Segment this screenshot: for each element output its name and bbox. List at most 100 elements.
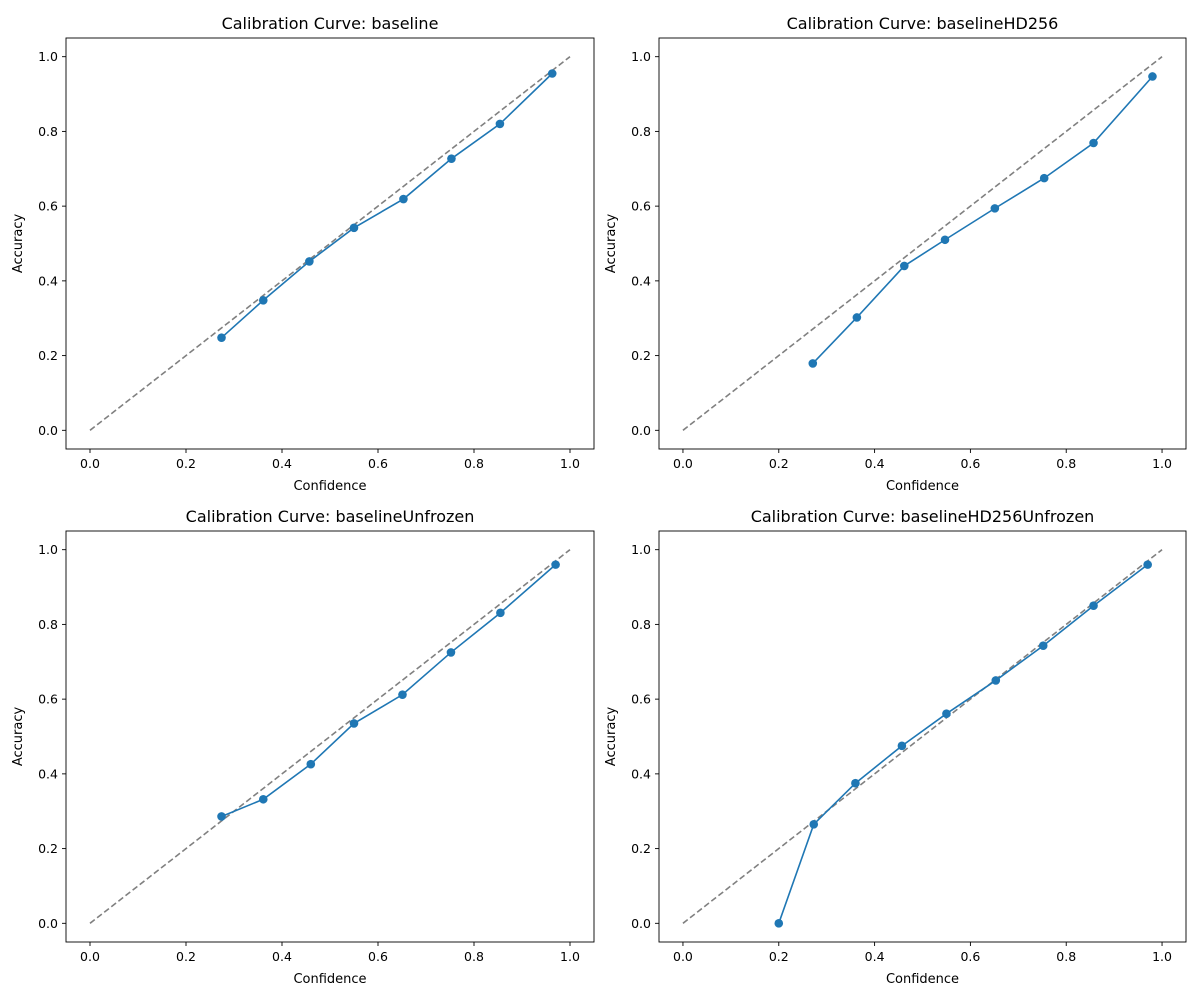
- y-axis-label: Accuracy: [604, 214, 619, 274]
- y-tick-label: 0.2: [631, 841, 651, 856]
- y-tick-label: 0.6: [38, 692, 58, 707]
- subplot-3: Calibration Curve: baselineUnfrozen 0.0 0.…: [11, 507, 595, 987]
- axes-frame: [658, 37, 1187, 450]
- y-tick-label: 0.4: [38, 766, 58, 781]
- x-tick-label: 0.8: [464, 949, 484, 964]
- y-tick-label: 0.0: [631, 916, 651, 931]
- y-tick-label: 0.8: [38, 617, 58, 632]
- x-tick-label: 0.0: [673, 456, 693, 471]
- x-axis-label: Confidence: [293, 479, 366, 494]
- y-tick-label: 0.4: [631, 766, 651, 781]
- calibration-point: [991, 676, 1001, 685]
- x-axis-label: Confidence: [293, 972, 366, 987]
- calibration-point: [1148, 72, 1157, 81]
- x-tick-label: 0.6: [960, 456, 980, 471]
- calibration-point: [1089, 138, 1098, 148]
- calibration-point: [897, 741, 907, 751]
- x-tick-label: 0.4: [272, 456, 292, 471]
- y-tick-label: 0.2: [631, 348, 651, 363]
- x-tick-label: 0.8: [1056, 949, 1076, 964]
- y-tick-label: 0.8: [38, 124, 58, 139]
- subplot-title: Calibration Curve: baselineHD256: [787, 14, 1059, 33]
- calibration-point: [551, 560, 560, 569]
- y-tick-label: 1.0: [38, 542, 58, 557]
- x-tick-label: 0.0: [80, 456, 100, 471]
- x-tick-label: 0.4: [865, 456, 885, 471]
- calibration-point: [547, 69, 557, 78]
- y-tick-label: 0.2: [38, 841, 58, 856]
- x-tick-label: 1.0: [1152, 949, 1172, 964]
- y-tick-label: 0.8: [631, 617, 651, 632]
- x-tick-label: 0.6: [368, 456, 388, 471]
- perfect-calibration-line: [89, 549, 571, 924]
- y-tick-label: 0.2: [38, 348, 58, 363]
- x-tick-label: 0.6: [960, 949, 980, 964]
- x-tick-label: 1.0: [560, 456, 580, 471]
- y-tick-label: 0.6: [631, 692, 651, 707]
- x-tick-label: 0.4: [865, 949, 885, 964]
- x-axis-label: Confidence: [886, 479, 959, 494]
- calibration-point: [496, 608, 505, 618]
- x-tick-label: 0.0: [673, 949, 693, 964]
- calibration-point: [217, 812, 226, 821]
- x-tick-label: 0.2: [769, 949, 789, 964]
- axes-frame: [658, 530, 1187, 943]
- calibration-point: [398, 690, 407, 699]
- subplot-grid: Calibration Curve: baseline 0.0 0.2 0.4 0.6 0…: [11, 14, 1187, 987]
- y-axis-label: Accuracy: [604, 707, 619, 767]
- y-tick-label: 0.6: [38, 199, 58, 214]
- calibration-series-line: [220, 72, 553, 339]
- calibration-series-line: [812, 75, 1154, 364]
- x-tick-label: 0.2: [176, 949, 196, 964]
- subplot-title: Calibration Curve: baselineUnfrozen: [186, 507, 475, 526]
- calibration-point: [217, 333, 226, 342]
- y-axis-label: Accuracy: [11, 707, 26, 767]
- perfect-calibration-line: [89, 56, 571, 431]
- calibration-series-line: [221, 564, 557, 818]
- x-tick-label: 1.0: [560, 949, 580, 964]
- x-tick-label: 0.2: [176, 456, 196, 471]
- axes-frame: [65, 530, 595, 943]
- y-tick-label: 1.0: [631, 49, 651, 64]
- x-axis-label: Confidence: [886, 972, 959, 987]
- calibration-point: [306, 759, 316, 769]
- calibration-point: [446, 648, 456, 657]
- calibration-point: [305, 257, 314, 266]
- y-tick-label: 0.8: [631, 124, 651, 139]
- calibration-point: [852, 313, 862, 322]
- calibration-point: [258, 295, 268, 305]
- calibration-point: [495, 119, 505, 129]
- y-tick-label: 0.0: [631, 423, 651, 438]
- y-axis-label: Accuracy: [11, 214, 26, 274]
- y-tick-label: 1.0: [631, 542, 651, 557]
- calibration-point: [349, 223, 359, 233]
- x-tick-label: 0.8: [1056, 456, 1076, 471]
- y-tick-label: 0.0: [38, 916, 58, 931]
- x-tick-label: 0.8: [464, 456, 484, 471]
- calibration-point: [942, 709, 951, 719]
- calibration-point: [851, 778, 860, 788]
- x-tick-label: 1.0: [1152, 456, 1172, 471]
- calibration-point: [899, 261, 909, 271]
- calibration-point: [399, 194, 408, 204]
- x-tick-label: 0.2: [769, 456, 789, 471]
- axes-frame: [65, 37, 595, 450]
- subplot-2: Calibration Curve: baselineHD256 0.0 0.2 0.…: [604, 14, 1187, 494]
- y-tick-label: 0.4: [631, 273, 651, 288]
- subplot-title: Calibration Curve: baseline: [222, 14, 439, 33]
- y-tick-label: 0.4: [38, 273, 58, 288]
- x-tick-label: 0.6: [368, 949, 388, 964]
- y-tick-label: 0.6: [631, 199, 651, 214]
- calibration-point: [940, 235, 950, 245]
- calibration-point: [774, 919, 784, 928]
- calibration-point: [1089, 601, 1098, 611]
- calibration-point: [258, 794, 268, 804]
- subplot-4: Calibration Curve: baselineHD256Unfrozen…: [604, 507, 1187, 987]
- calibration-point: [990, 204, 1000, 213]
- subplot-1: Calibration Curve: baseline 0.0 0.2 0.4 0.6 0…: [11, 14, 595, 494]
- calibration-point: [1039, 173, 1049, 183]
- calibration-point: [447, 154, 456, 163]
- perfect-calibration-line: [682, 549, 1163, 924]
